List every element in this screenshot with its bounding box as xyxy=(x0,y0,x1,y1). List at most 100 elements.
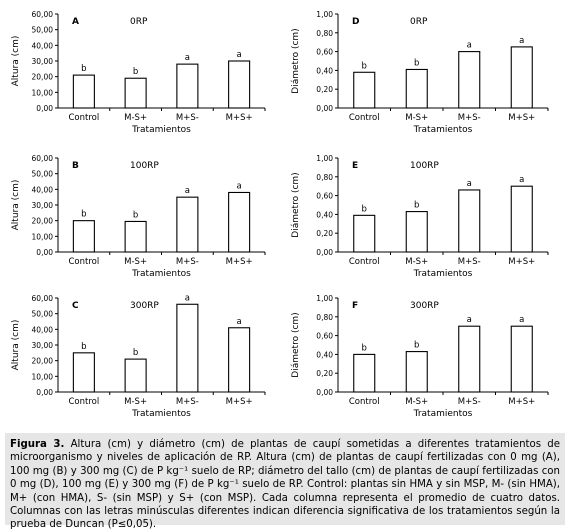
y-tick-label: 30,00 xyxy=(32,341,54,350)
y-tick-label: 40,00 xyxy=(32,185,54,194)
panel-annotation: 100RP xyxy=(130,161,159,171)
x-tick-label: M+S+ xyxy=(508,397,535,407)
bar xyxy=(124,220,147,253)
bar xyxy=(176,196,199,253)
bar xyxy=(124,358,147,393)
bar xyxy=(72,352,95,393)
y-tick-label: 60,00 xyxy=(32,154,54,163)
bar xyxy=(176,63,199,109)
y-axis-title: Altura (cm) xyxy=(11,36,21,87)
x-tick-label: M+S+ xyxy=(226,257,253,267)
significance-letter: b xyxy=(362,61,367,71)
panel-annotation: 300RP xyxy=(410,301,439,311)
y-tick-label: 50,00 xyxy=(32,310,54,319)
y-axis-title: Diámetro (cm) xyxy=(291,28,301,93)
x-tick-label: Control xyxy=(69,113,100,123)
x-tick-label: M+S- xyxy=(176,397,199,407)
significance-letter: b xyxy=(81,64,86,74)
y-tick-label: 0,00 xyxy=(36,388,53,397)
significance-letter: a xyxy=(467,41,472,51)
bar xyxy=(458,189,481,253)
y-tick-label: 0,20 xyxy=(316,85,333,94)
y-tick-label: 1,00 xyxy=(316,294,333,303)
y-tick-label: 50,00 xyxy=(32,170,54,179)
x-axis-title: Tratamientos xyxy=(413,269,473,279)
panel-letter: D xyxy=(352,17,359,27)
y-tick-label: 0,60 xyxy=(316,332,333,341)
figure-panels: 0,00 10,00 20,00 30,00 40,00 50,00 60,00 b Contr… xyxy=(11,10,549,419)
x-axis-title: Tratamientos xyxy=(131,269,191,279)
significance-letter: b xyxy=(133,348,138,358)
significance-letter: a xyxy=(467,179,472,189)
x-axis-title: Tratamientos xyxy=(131,125,191,135)
x-tick-label: M-S+ xyxy=(405,257,428,267)
y-tick-label: 20,00 xyxy=(32,73,54,82)
bar xyxy=(510,46,533,109)
y-tick-label: 1,00 xyxy=(316,10,333,19)
y-tick-label: 0,60 xyxy=(316,192,333,201)
bar xyxy=(124,77,147,109)
y-tick-label: 60,00 xyxy=(32,10,54,19)
significance-letter: a xyxy=(185,186,190,196)
x-tick-label: M+S- xyxy=(176,257,199,267)
figure-caption: Figura 3. Altura (cm) y diámetro (cm) de… xyxy=(5,433,565,530)
y-tick-label: 50,00 xyxy=(32,26,54,35)
bar xyxy=(72,220,95,253)
y-tick-label: 0,00 xyxy=(36,248,53,257)
y-tick-label: 0,40 xyxy=(316,350,333,359)
bar xyxy=(176,303,199,393)
x-tick-label: M+S- xyxy=(458,257,481,267)
y-axis-title: Altura (cm) xyxy=(11,320,21,371)
significance-letter: b xyxy=(133,67,138,77)
panel-annotation: 0RP xyxy=(130,17,148,27)
y-tick-label: 0,80 xyxy=(316,313,333,322)
y-tick-label: 0,60 xyxy=(316,48,333,57)
significance-letter: b xyxy=(414,58,419,68)
y-tick-label: 0,40 xyxy=(316,66,333,75)
x-tick-label: M-S+ xyxy=(124,113,147,123)
x-tick-label: M+S+ xyxy=(226,397,253,407)
significance-letter: a xyxy=(519,175,524,185)
significance-letter: a xyxy=(519,315,524,325)
panel-annotation: 100RP xyxy=(410,161,439,171)
y-tick-label: 40,00 xyxy=(32,325,54,334)
bar xyxy=(458,51,481,109)
x-axis-title: Tratamientos xyxy=(413,125,473,135)
y-tick-label: 0,20 xyxy=(316,229,333,238)
x-axis-title: Tratamientos xyxy=(413,409,473,419)
bar xyxy=(510,185,533,253)
x-tick-label: Control xyxy=(69,397,100,407)
significance-letter: b xyxy=(133,210,138,220)
significance-letter: b xyxy=(362,343,367,353)
y-tick-label: 30,00 xyxy=(32,57,54,66)
x-tick-label: M+S- xyxy=(176,113,199,123)
panel-letter: F xyxy=(352,301,358,311)
y-tick-label: 40,00 xyxy=(32,41,54,50)
y-tick-label: 10,00 xyxy=(32,232,54,241)
x-tick-label: M+S- xyxy=(458,113,481,123)
x-tick-label: Control xyxy=(349,113,380,123)
y-axis-title: Altura (cm) xyxy=(11,180,21,231)
y-tick-label: 0,00 xyxy=(316,248,333,257)
bar xyxy=(353,214,376,253)
caption-text: Altura (cm) y diámetro (cm) de plantas d… xyxy=(10,439,560,531)
significance-letter: a xyxy=(467,315,472,325)
bar xyxy=(72,74,95,109)
panel-letter: B xyxy=(72,161,79,171)
bar xyxy=(405,211,428,253)
y-axis-title: Diámetro (cm) xyxy=(291,172,301,237)
y-tick-label: 0,00 xyxy=(316,388,333,397)
significance-letter: a xyxy=(237,50,242,60)
x-tick-label: M+S+ xyxy=(226,113,253,123)
y-axis-title: Diámetro (cm) xyxy=(291,312,301,377)
caption-label: Figura 3. xyxy=(10,439,65,450)
y-tick-label: 0,80 xyxy=(316,173,333,182)
significance-letter: b xyxy=(81,342,86,352)
y-tick-label: 20,00 xyxy=(32,357,54,366)
x-axis-title: Tratamientos xyxy=(131,409,191,419)
significance-letter: a xyxy=(185,53,190,63)
x-tick-label: Control xyxy=(69,257,100,267)
x-tick-label: Control xyxy=(349,397,380,407)
x-tick-label: M-S+ xyxy=(405,397,428,407)
y-tick-label: 0,00 xyxy=(36,104,53,113)
